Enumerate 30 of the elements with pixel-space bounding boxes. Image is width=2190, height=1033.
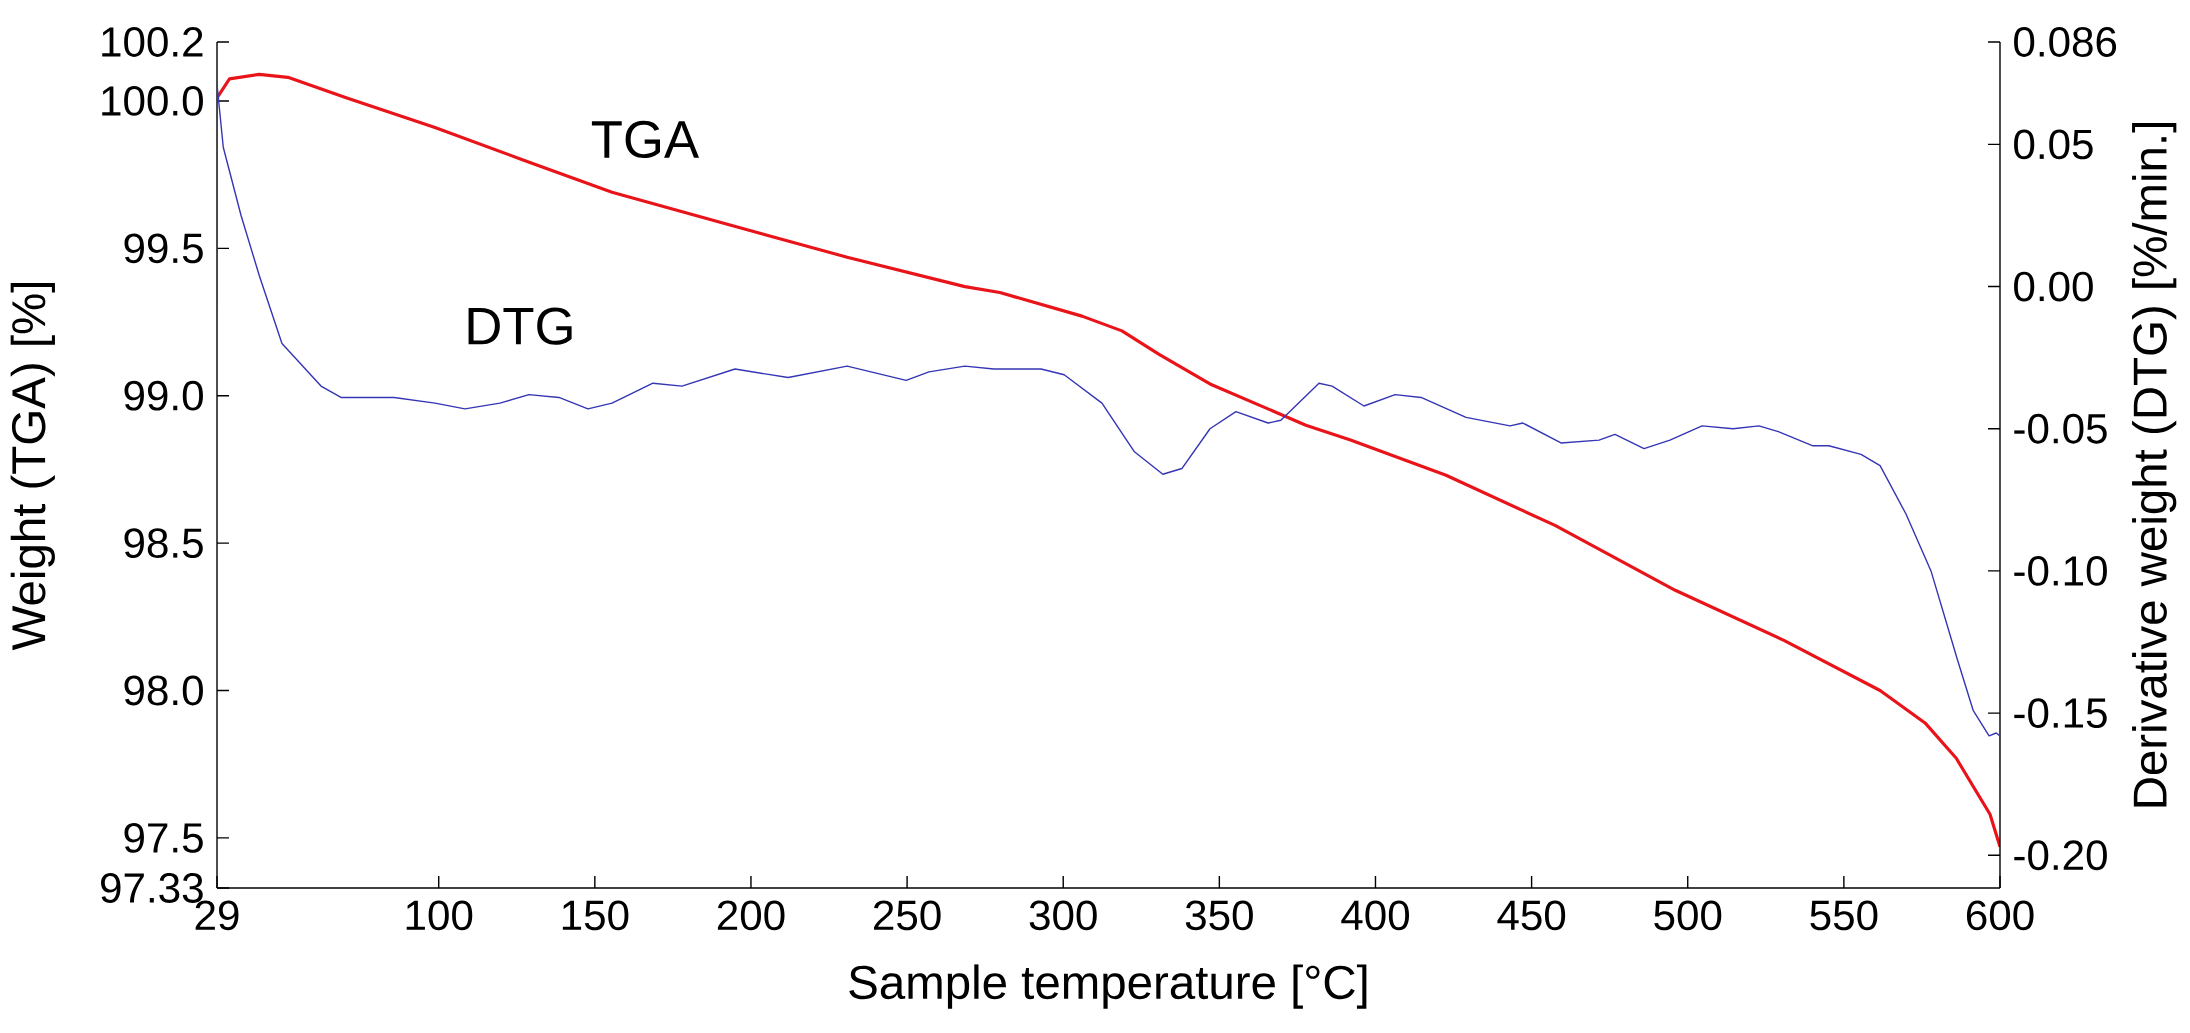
y-tick-label: 100.0 [102,86,203,116]
x-tick-label: 150 [562,900,629,931]
y-tick-label: 100.2 [102,27,203,57]
y2-tick-label: -0.10 [2014,556,2107,586]
y-axis-title: Weight (TGA) [%] [10,282,55,651]
x-tick-label: 500 [1654,900,1722,931]
y2-tick-label: 0.05 [2014,129,2093,160]
y2-tick-label: -0.15 [2014,698,2107,728]
y2-tick-label: 0.00 [2014,271,2093,302]
y-tick-label: 99.0 [124,380,203,411]
y2-axis-title: Derivative weight (DTG) [%/min.] [2132,123,2177,807]
y-tick-label: 97.5 [124,822,203,853]
x-tick-label: 450 [1497,900,1566,931]
x-tick-label: 100 [406,900,473,931]
series-label: DTG [468,307,572,345]
x-tick-label: 250 [874,900,941,931]
y-tick-label: 99.5 [124,233,203,264]
y2-tick-label: -0.20 [2014,840,2107,871]
x-tick-label: 550 [1810,900,1878,931]
y-tick-label: 98.0 [124,675,203,706]
series-label: TGA [591,120,700,159]
x-tick-label: 350 [1185,900,1253,931]
y-tick-label: 98.5 [124,528,203,559]
x-tick-label: 300 [1029,900,1097,931]
x-tick-label: 400 [1341,900,1410,931]
y2-tick-label: -0.05 [2014,413,2107,444]
y2-tick-label: 0.086 [2014,27,2117,57]
x-axis-title: Sample temperature [°C] [849,964,1367,1009]
x-tick-label: 600 [1966,900,2034,931]
x-tick-label: 200 [717,900,785,931]
